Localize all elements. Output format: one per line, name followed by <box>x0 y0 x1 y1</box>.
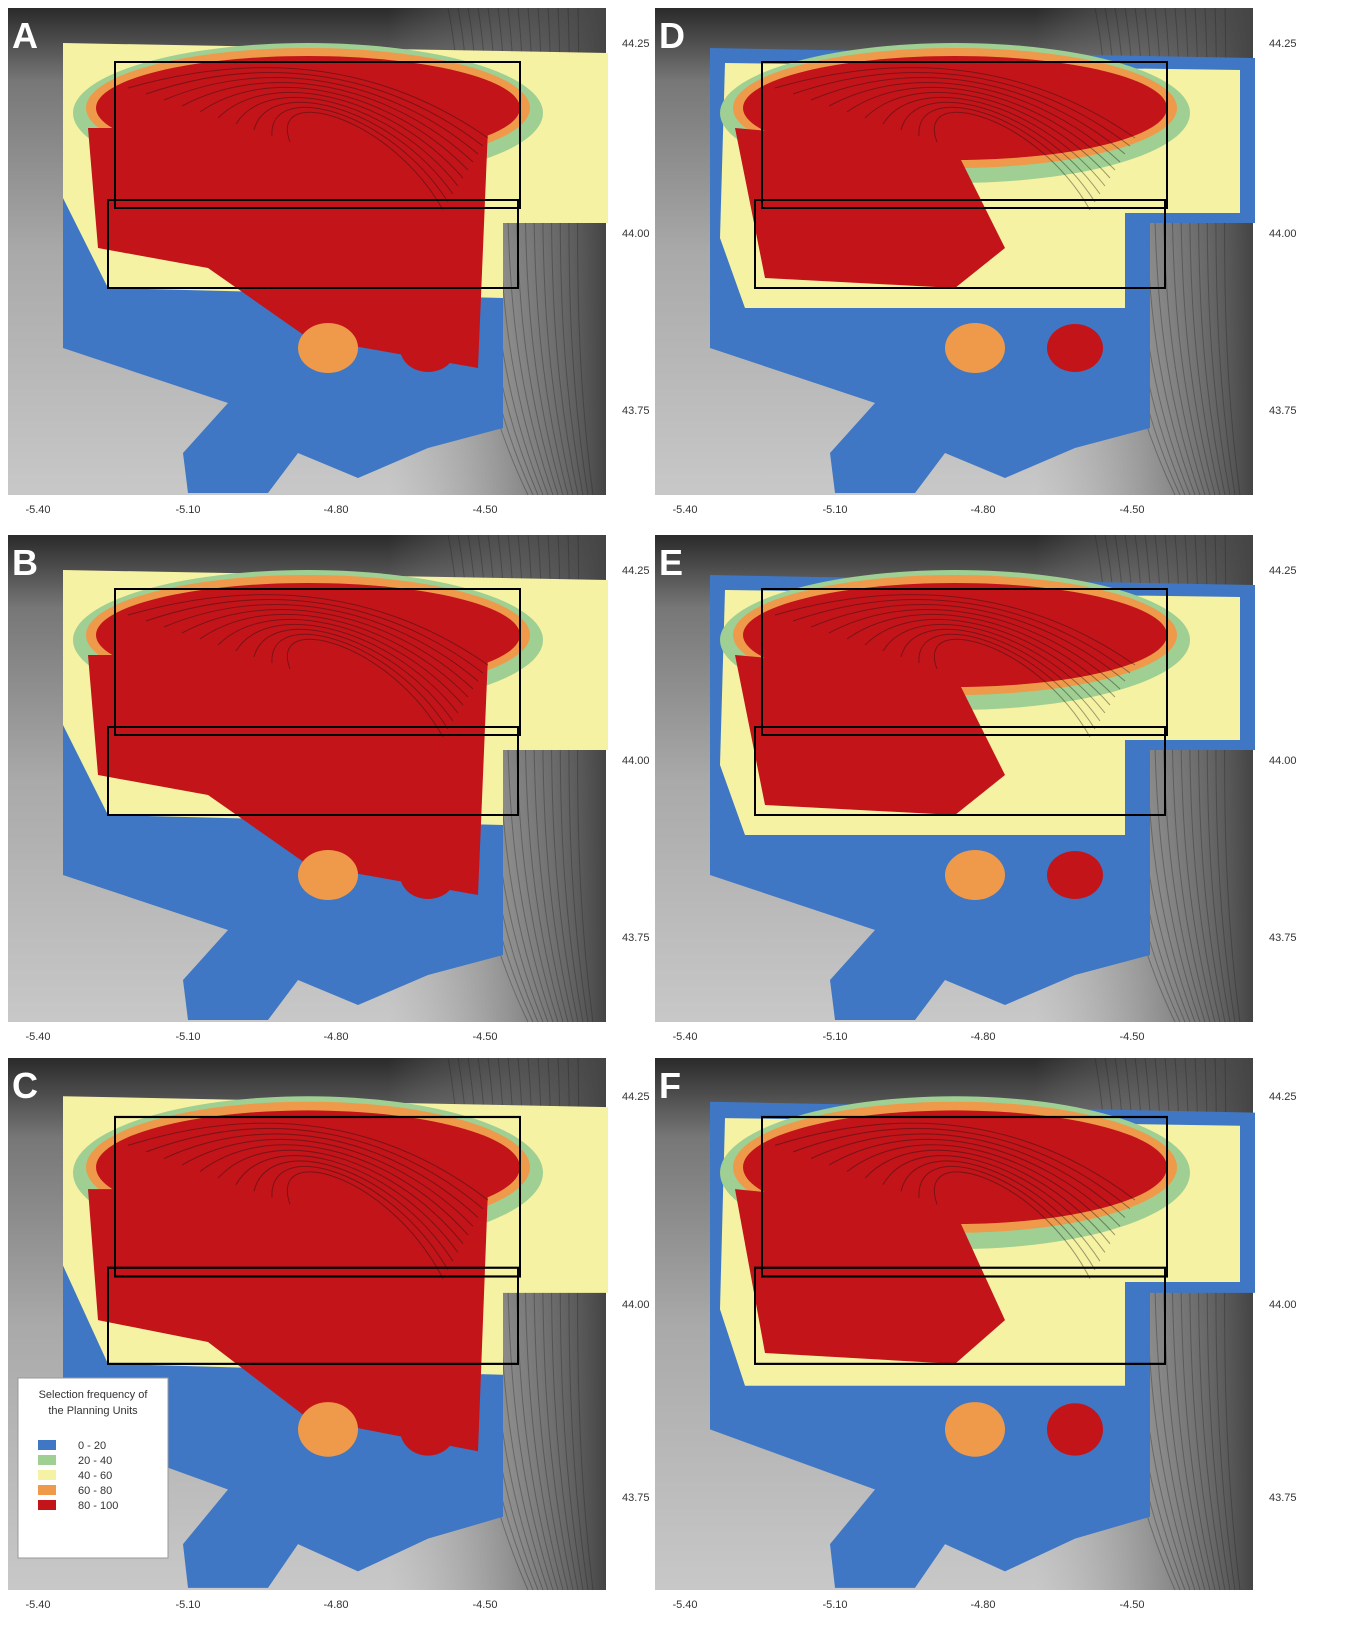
y-tick-label: 44.00 <box>1269 228 1297 240</box>
y-tick-label: 44.25 <box>622 565 650 577</box>
x-tick-label: -5.10 <box>822 1599 847 1611</box>
legend-swatch <box>38 1455 56 1465</box>
panel-letter: A <box>12 15 38 56</box>
y-tick-label: 44.25 <box>1269 38 1297 50</box>
map-panel: E -5.40 -5.10 -4.80 -4.50 44.25 44.00 43.75 <box>655 535 1297 1043</box>
legend-title: Selection frequency of <box>39 1389 149 1401</box>
lower-patch <box>1047 851 1103 899</box>
x-tick-label: -5.10 <box>822 1031 847 1043</box>
x-tick-label: -5.40 <box>672 504 697 516</box>
figure: A -5.40 -5.10 -4.80 -4.50 44.25 44.00 43.75 B -5.… <box>0 0 1359 1637</box>
x-tick-label: -5.40 <box>25 504 50 516</box>
lower-patch <box>400 324 456 372</box>
x-tick-label: -4.50 <box>472 1599 497 1611</box>
x-tick-label: -4.50 <box>1119 1031 1144 1043</box>
y-tick-label: 44.00 <box>622 1299 650 1311</box>
panel-letter: B <box>12 542 38 583</box>
lower-patch <box>945 1402 1005 1457</box>
x-tick-label: -4.50 <box>1119 1599 1144 1611</box>
x-tick-label: -5.40 <box>672 1031 697 1043</box>
x-tick-label: -5.10 <box>822 504 847 516</box>
lower-patch <box>298 323 358 373</box>
y-tick-label: 43.75 <box>1269 405 1297 417</box>
legend-label: 80 - 100 <box>78 1500 118 1512</box>
x-tick-label: -4.80 <box>323 1599 348 1611</box>
x-tick-label: -4.80 <box>970 1031 995 1043</box>
y-tick-label: 44.00 <box>1269 1299 1297 1311</box>
legend-label: 60 - 80 <box>78 1485 112 1497</box>
map-panel: F -5.40 -5.10 -4.80 -4.50 44.25 44.00 43.75 <box>655 1058 1297 1611</box>
x-tick-label: -4.80 <box>970 504 995 516</box>
legend-label: 20 - 40 <box>78 1455 112 1467</box>
map-panel: B -5.40 -5.10 -4.80 -4.50 44.25 44.00 43.75 <box>8 535 650 1043</box>
legend-swatch <box>38 1440 56 1450</box>
y-tick-label: 43.75 <box>1269 1492 1297 1504</box>
x-tick-label: -4.80 <box>323 1031 348 1043</box>
x-tick-label: -4.50 <box>472 1031 497 1043</box>
y-tick-label: 44.25 <box>1269 565 1297 577</box>
legend-swatch <box>38 1470 56 1480</box>
legend-label: 40 - 60 <box>78 1470 112 1482</box>
y-tick-label: 44.25 <box>1269 1091 1297 1103</box>
y-tick-label: 44.25 <box>622 1091 650 1103</box>
legend-swatch <box>38 1500 56 1510</box>
legend-swatch <box>38 1485 56 1495</box>
lower-patch <box>400 1403 456 1455</box>
x-tick-label: -5.10 <box>175 1031 200 1043</box>
lower-patch <box>945 323 1005 373</box>
legend-title: the Planning Units <box>48 1405 138 1417</box>
panel-letter: D <box>659 15 685 56</box>
x-tick-label: -5.40 <box>25 1599 50 1611</box>
legend-label: 0 - 20 <box>78 1440 106 1452</box>
y-tick-label: 44.25 <box>622 38 650 50</box>
x-tick-label: -5.40 <box>672 1599 697 1611</box>
map-body <box>655 8 1255 495</box>
lower-patch <box>1047 324 1103 372</box>
y-tick-label: 44.00 <box>1269 755 1297 767</box>
x-tick-label: -4.80 <box>970 1599 995 1611</box>
lower-patch <box>298 1402 358 1457</box>
y-tick-label: 43.75 <box>622 932 650 944</box>
y-tick-label: 43.75 <box>622 405 650 417</box>
map-panel: D -5.40 -5.10 -4.80 -4.50 44.25 44.00 43.75 <box>655 8 1297 516</box>
y-tick-label: 44.00 <box>622 228 650 240</box>
map-body <box>8 8 608 495</box>
lower-patch <box>298 850 358 900</box>
y-tick-label: 43.75 <box>622 1492 650 1504</box>
y-tick-label: 44.00 <box>622 755 650 767</box>
panel-letter: F <box>659 1065 681 1106</box>
panel-letter: C <box>12 1065 38 1106</box>
lower-patch <box>400 851 456 899</box>
x-tick-label: -4.80 <box>323 504 348 516</box>
map-panel: C -5.40 -5.10 -4.80 -4.50 44.25 44.00 43.75 Sele… <box>8 1058 650 1611</box>
y-tick-label: 43.75 <box>1269 932 1297 944</box>
panel-letter: E <box>659 542 683 583</box>
x-tick-label: -4.50 <box>472 504 497 516</box>
x-tick-label: -5.10 <box>175 1599 200 1611</box>
map-body <box>655 535 1255 1022</box>
lower-patch <box>1047 1403 1103 1455</box>
x-tick-label: -5.40 <box>25 1031 50 1043</box>
lower-patch <box>945 850 1005 900</box>
x-tick-label: -4.50 <box>1119 504 1144 516</box>
map-body <box>655 1058 1255 1590</box>
map-panel: A -5.40 -5.10 -4.80 -4.50 44.25 44.00 43.75 <box>8 8 650 516</box>
x-tick-label: -5.10 <box>175 504 200 516</box>
map-body <box>8 535 608 1022</box>
legend: Selection frequency of the Planning Units… <box>18 1378 168 1558</box>
